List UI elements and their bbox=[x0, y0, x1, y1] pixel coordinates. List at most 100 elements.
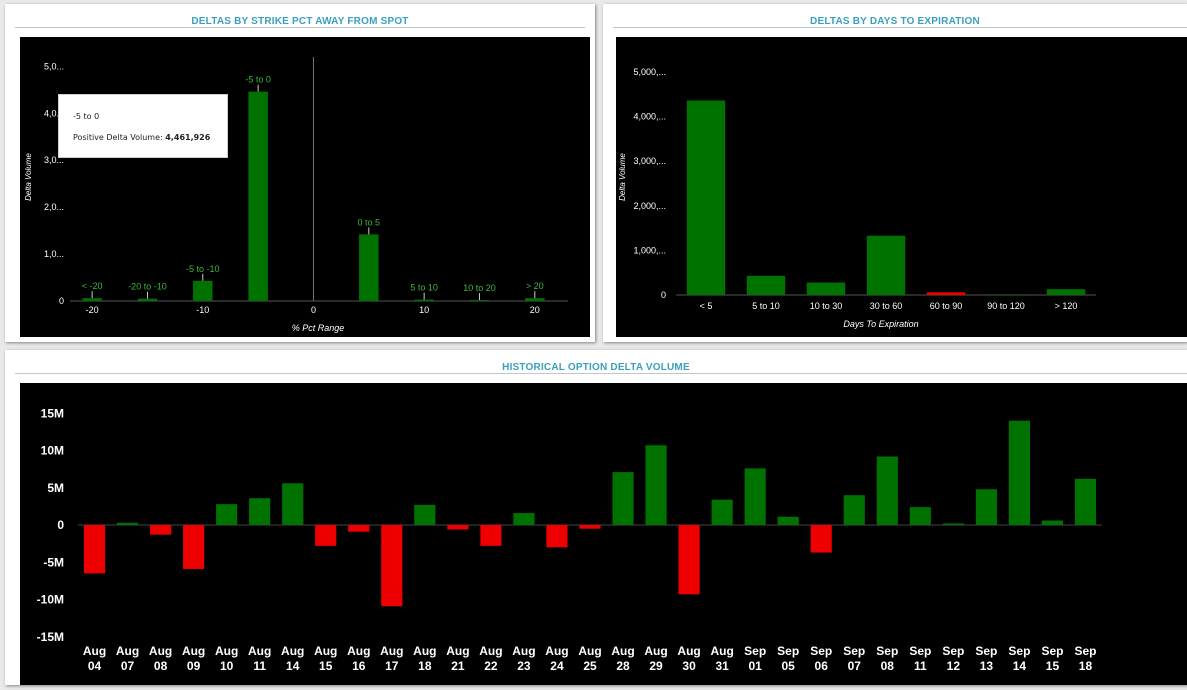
history-bar bbox=[414, 504, 436, 525]
history-x-tick-day: 18 bbox=[1079, 659, 1093, 673]
history-x-tick-day: 04 bbox=[88, 659, 102, 673]
expiry-bar bbox=[686, 100, 726, 295]
strike-x-tick-label: 20 bbox=[530, 305, 540, 315]
history-bar bbox=[315, 525, 337, 546]
expiry-bar bbox=[746, 275, 786, 295]
history-x-tick-month: Sep bbox=[843, 644, 865, 658]
history-y-tick-label: -5M bbox=[43, 555, 64, 569]
history-x-tick-month: Sep bbox=[909, 644, 931, 658]
history-x-tick-month: Sep bbox=[810, 644, 832, 658]
strike-tooltip: -5 to 0 Positive Delta Volume: 4,461,926 bbox=[58, 94, 228, 158]
strike-chart-area: Delta Volume % Pct Range 0 1,0... 2,0... 3,… bbox=[20, 37, 590, 337]
history-x-tick-month: Aug bbox=[83, 644, 106, 658]
strike-y-tick-label: 3,0... bbox=[44, 155, 64, 165]
history-x-tick-month: Aug bbox=[413, 644, 436, 658]
strike-y-tick-label: 5,0... bbox=[44, 61, 64, 71]
strike-chart: Delta Volume % Pct Range 0 1,0... 2,0... 3,… bbox=[24, 57, 568, 333]
history-x-tick-day: 31 bbox=[715, 659, 729, 673]
history-x-tick-month: Aug bbox=[578, 644, 601, 658]
strike-data-label: 0 to 5 bbox=[358, 217, 381, 227]
history-y-tick-label: 15M bbox=[41, 406, 64, 420]
history-bar bbox=[513, 513, 535, 525]
history-x-tick-day: 15 bbox=[1046, 659, 1060, 673]
history-x-tick-month: Aug bbox=[644, 644, 667, 658]
history-x-tick-month: Aug bbox=[545, 644, 568, 658]
history-x-tick-month: Sep bbox=[942, 644, 964, 658]
history-x-tick-day: 09 bbox=[187, 659, 201, 673]
history-bar bbox=[975, 489, 997, 525]
strike-x-tick-label: 0 bbox=[311, 305, 316, 315]
history-x-tick-day: 17 bbox=[385, 659, 399, 673]
history-bar bbox=[381, 525, 403, 607]
history-bar bbox=[942, 523, 964, 525]
history-x-tick-day: 07 bbox=[848, 659, 862, 673]
history-x-tick-month: Sep bbox=[1074, 644, 1096, 658]
expiry-bar bbox=[866, 235, 906, 295]
strike-y-tick-label: 1,0... bbox=[44, 249, 64, 259]
expiry-x-tick-label: 90 to 120 bbox=[987, 301, 1025, 311]
strike-y-tick-label: 4,0... bbox=[44, 108, 64, 118]
history-x-tick-day: 14 bbox=[286, 659, 300, 673]
strike-bar bbox=[82, 298, 102, 301]
history-bar bbox=[447, 525, 469, 530]
history-bar bbox=[116, 522, 139, 525]
history-x-tick-month: Sep bbox=[876, 644, 898, 658]
history-bar bbox=[843, 495, 865, 525]
expiry-x-axis-label: Days To Expiration bbox=[843, 319, 918, 329]
expiry-chart: Delta Volume Days To Expiration 0 1,000,.… bbox=[618, 67, 1096, 329]
history-y-tick-label: -15M bbox=[37, 630, 64, 644]
history-x-tick-day: 18 bbox=[418, 659, 432, 673]
strike-bar bbox=[248, 91, 268, 301]
strike-x-tick-label: -10 bbox=[196, 305, 209, 315]
tooltip-value: 4,461,926 bbox=[165, 133, 211, 142]
history-panel: HISTORICAL OPTION DELTA VOLUME -15M -10M -… bbox=[5, 350, 1187, 685]
expiry-panel: DELTAS BY DAYS TO EXPIRATION Delta Volum… bbox=[603, 4, 1187, 342]
expiry-y-tick-label: 0 bbox=[661, 290, 666, 300]
expiry-chart-area: Delta Volume Days To Expiration 0 1,000,.… bbox=[616, 37, 1187, 337]
history-bar bbox=[777, 516, 799, 525]
strike-data-label: > 20 bbox=[526, 281, 544, 291]
strike-data-label: -20 to -10 bbox=[128, 282, 167, 292]
history-x-tick-day: 29 bbox=[649, 659, 663, 673]
history-bar bbox=[1008, 420, 1030, 525]
expiry-x-tick-label: 60 to 90 bbox=[930, 301, 963, 311]
strike-x-axis-label: % Pct Range bbox=[292, 323, 345, 333]
history-x-tick-day: 15 bbox=[319, 659, 333, 673]
history-bar bbox=[249, 498, 271, 525]
history-y-tick-label: 0 bbox=[57, 518, 64, 532]
history-x-tick-day: 30 bbox=[682, 659, 696, 673]
history-x-tick-day: 08 bbox=[154, 659, 168, 673]
history-bar bbox=[282, 483, 304, 525]
history-y-tick-label: 5M bbox=[47, 481, 64, 495]
history-bar bbox=[711, 499, 733, 525]
strike-data-label: 10 to 20 bbox=[463, 283, 496, 293]
strike-bar bbox=[525, 298, 545, 301]
strike-data-label: 5 to 10 bbox=[410, 283, 438, 293]
history-bar bbox=[579, 525, 601, 529]
strike-bar bbox=[193, 280, 213, 301]
history-x-tick-day: 13 bbox=[980, 659, 994, 673]
expiry-x-tick-label: < 5 bbox=[700, 301, 713, 311]
strike-y-axis-label: Delta Volume bbox=[24, 153, 33, 201]
history-x-tick-day: 22 bbox=[484, 659, 498, 673]
history-x-tick-day: 07 bbox=[121, 659, 135, 673]
strike-bar bbox=[469, 300, 490, 301]
strike-x-tick-label: -20 bbox=[86, 305, 99, 315]
history-y-tick-label: 10M bbox=[41, 444, 64, 458]
expiry-y-tick-label: 3,000,... bbox=[633, 156, 666, 166]
history-x-tick-month: Aug bbox=[116, 644, 139, 658]
history-chart: -15M-10M-5M05M10M15MAug04Aug07Aug08Aug09… bbox=[37, 406, 1102, 673]
history-bar bbox=[183, 525, 205, 569]
history-bar bbox=[480, 525, 502, 546]
history-x-tick-month: Sep bbox=[1041, 644, 1063, 658]
history-bar bbox=[1041, 520, 1064, 525]
history-x-tick-day: 14 bbox=[1013, 659, 1027, 673]
history-x-tick-month: Aug bbox=[677, 644, 700, 658]
history-bar bbox=[744, 468, 766, 525]
expiry-panel-title: DELTAS BY DAYS TO EXPIRATION bbox=[810, 16, 980, 27]
expiry-title-rule bbox=[613, 27, 1187, 28]
expiry-y-tick-label: 2,000,... bbox=[633, 201, 666, 211]
history-x-tick-day: 05 bbox=[782, 659, 796, 673]
history-x-tick-month: Aug bbox=[479, 644, 502, 658]
history-bar bbox=[876, 456, 898, 525]
